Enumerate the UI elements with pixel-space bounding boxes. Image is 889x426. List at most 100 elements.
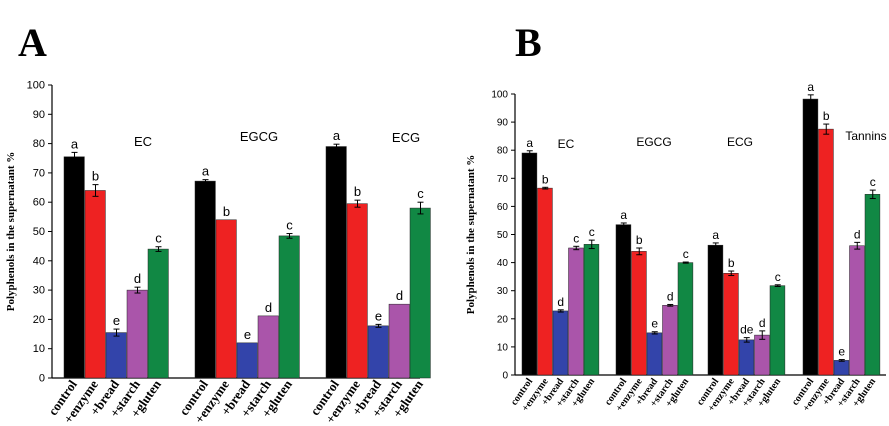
significance-letter: b (92, 169, 99, 184)
bar (615, 224, 632, 376)
bar (833, 360, 850, 376)
significance-letter: c (870, 175, 876, 189)
bar (346, 203, 368, 379)
significance-letter: e (375, 308, 382, 323)
significance-letter: e (244, 327, 251, 342)
y-tick-label: 80 (33, 138, 45, 150)
significance-letter: e (838, 345, 845, 359)
y-tick-label: 60 (33, 197, 45, 209)
group-label: ECG (727, 135, 753, 149)
significance-letter: a (712, 228, 719, 242)
bar (677, 262, 694, 376)
group-label: EGCG (636, 135, 671, 149)
bar (147, 248, 169, 379)
bar (537, 187, 553, 376)
y-tick-label: 10 (497, 342, 509, 353)
y-tick-label: 80 (497, 146, 509, 157)
significance-letter: d (557, 295, 564, 309)
y-tick-label: 60 (497, 202, 509, 213)
y-tick-label: 0 (502, 371, 508, 382)
bar (723, 273, 739, 376)
y-tick-label: 70 (497, 174, 509, 185)
significance-letter: d (265, 300, 272, 315)
bar (769, 285, 786, 376)
bar (63, 156, 85, 379)
bar (325, 146, 347, 379)
bar (257, 315, 279, 379)
bar (738, 339, 755, 376)
significance-letter: a (620, 208, 627, 222)
bar (215, 219, 237, 379)
significance-letter: de (740, 323, 754, 337)
y-tick-label: 20 (497, 314, 509, 325)
significance-letter: c (775, 270, 781, 284)
bar (367, 325, 389, 379)
significance-letter: c (589, 225, 595, 239)
y-tick-label: 0 (39, 373, 45, 385)
group-label: EC (558, 137, 575, 151)
panel-letter-b: B (515, 20, 542, 65)
y-tick-label: 100 (491, 90, 508, 101)
y-tick-label: 40 (33, 255, 45, 267)
bar (388, 303, 410, 379)
significance-letter: b (823, 109, 830, 123)
y-tick-label: 40 (497, 258, 509, 269)
significance-letter: c (417, 186, 424, 201)
chart-panel-a: 0 10 20 30 40 50 60 70 80 90 100 Polyphenols in the… (5, 80, 431, 426)
bar (583, 244, 600, 376)
y-tick-label: 20 (33, 314, 45, 326)
bar (84, 190, 106, 379)
group-label: ECG (392, 130, 420, 145)
bar (126, 289, 148, 379)
significance-letter: e (651, 317, 658, 331)
significance-letter: a (202, 164, 210, 179)
bar (818, 128, 834, 376)
significance-letter: d (134, 271, 141, 286)
significance-letter: c (155, 231, 162, 246)
bar (105, 332, 127, 379)
bar (754, 334, 770, 376)
bar (849, 245, 865, 376)
bar (568, 247, 584, 376)
bar (631, 251, 647, 376)
group-label: EC (134, 134, 152, 149)
significance-letter: c (683, 247, 689, 261)
significance-letter: b (542, 172, 549, 186)
bar (236, 342, 258, 379)
significance-letter: a (333, 128, 341, 143)
bar (278, 235, 300, 379)
panel-letter-a: A (18, 20, 47, 65)
y-tick-label: 30 (33, 285, 45, 297)
y-tick-label: 50 (33, 226, 45, 238)
significance-letter: d (396, 288, 403, 303)
y-axis-label: Polyphenols in the supernatant % (5, 152, 17, 312)
significance-letter: c (286, 218, 293, 233)
bar (707, 244, 724, 376)
significance-letter: d (854, 227, 861, 241)
significance-letter: a (526, 136, 533, 150)
significance-letter: b (354, 184, 361, 199)
y-tick-label: 50 (497, 230, 509, 241)
y-tick-label: 10 (33, 343, 45, 355)
group-label: EGCG (240, 129, 278, 144)
bar (802, 98, 819, 376)
y-tick-label: 90 (33, 109, 45, 121)
bar (662, 305, 678, 376)
bar (409, 207, 431, 379)
significance-letter: e (113, 313, 120, 328)
group-label: Tannins (845, 129, 886, 143)
bar (521, 152, 538, 376)
bar (864, 194, 881, 376)
significance-letter: a (807, 80, 814, 94)
bar (646, 332, 663, 376)
bar (194, 180, 216, 379)
significance-letter: c (573, 231, 579, 245)
significance-letter: b (223, 204, 230, 219)
bar (552, 310, 569, 376)
significance-letter: d (759, 316, 766, 330)
y-tick-label: 70 (33, 167, 45, 179)
chart-panel-b: 0 10 20 30 40 50 60 70 80 90 100 Polyphenols in the… (465, 80, 887, 414)
significance-letter: d (667, 289, 674, 303)
significance-letter: b (728, 256, 735, 270)
